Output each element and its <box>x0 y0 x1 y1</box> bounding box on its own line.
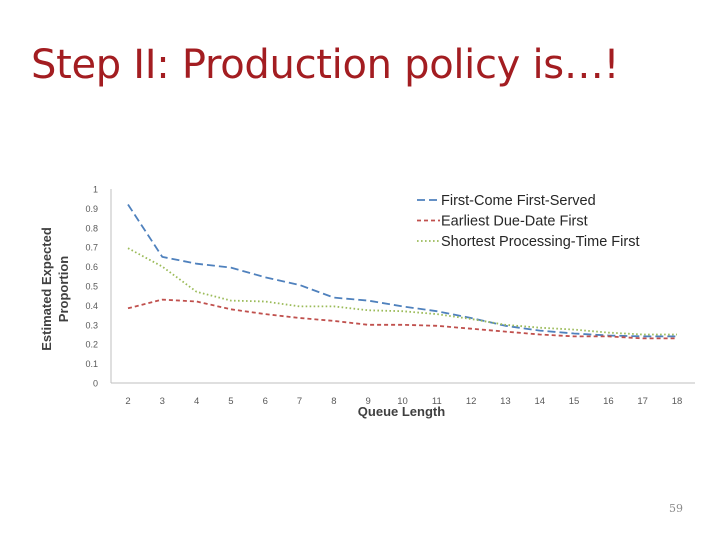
x-tick-label: 3 <box>160 396 165 407</box>
y-axis-title-line: Proportion <box>56 256 71 322</box>
page-number: 59 <box>669 502 683 515</box>
y-tick-label: 0.5 <box>85 282 98 292</box>
slide-title: Step II: Production policy is…! <box>31 42 620 88</box>
y-tick-label: 0.9 <box>85 204 98 214</box>
y-tick-label: 0.3 <box>85 320 98 330</box>
y-tick-label: 0.4 <box>85 301 98 311</box>
y-tick-label: 0.1 <box>85 359 98 369</box>
x-tick-label: 4 <box>194 396 199 407</box>
y-tick-label: 0.7 <box>85 243 98 253</box>
x-tick-label: 11 <box>432 396 442 407</box>
series-line <box>127 247 677 336</box>
y-tick-label: 0 <box>93 379 98 389</box>
legend-label: First-Come First-Served <box>441 193 596 209</box>
x-tick-label: 8 <box>331 396 336 407</box>
y-tick-label: 0.6 <box>85 262 98 272</box>
x-tick-label: 18 <box>672 396 683 407</box>
x-tick-label: 17 <box>637 396 648 407</box>
x-tick-label: 16 <box>603 396 614 407</box>
legend-label: Shortest Processing-Time First <box>441 234 639 250</box>
x-tick-label: 9 <box>366 396 371 407</box>
x-tick-label: 5 <box>228 396 233 407</box>
y-tick-label: 0.2 <box>85 340 98 350</box>
x-tick-label: 12 <box>466 396 477 407</box>
series-line <box>127 204 677 338</box>
series-line <box>127 298 677 340</box>
x-axis-title: Queue Length <box>358 404 445 419</box>
legend-label: Earliest Due-Date First <box>441 214 588 230</box>
x-tick-label: 14 <box>534 396 545 407</box>
x-tick-label: 2 <box>125 396 130 407</box>
x-tick-label: 6 <box>263 396 268 407</box>
y-axis-title-line: Estimated Expected <box>39 227 54 351</box>
x-tick-label: 7 <box>297 396 302 407</box>
x-tick-label: 15 <box>569 396 580 407</box>
y-tick-label: 0.8 <box>85 223 98 233</box>
y-tick-label: 1 <box>93 185 98 195</box>
x-tick-label: 13 <box>500 396 511 407</box>
x-tick-label: 10 <box>397 396 408 407</box>
